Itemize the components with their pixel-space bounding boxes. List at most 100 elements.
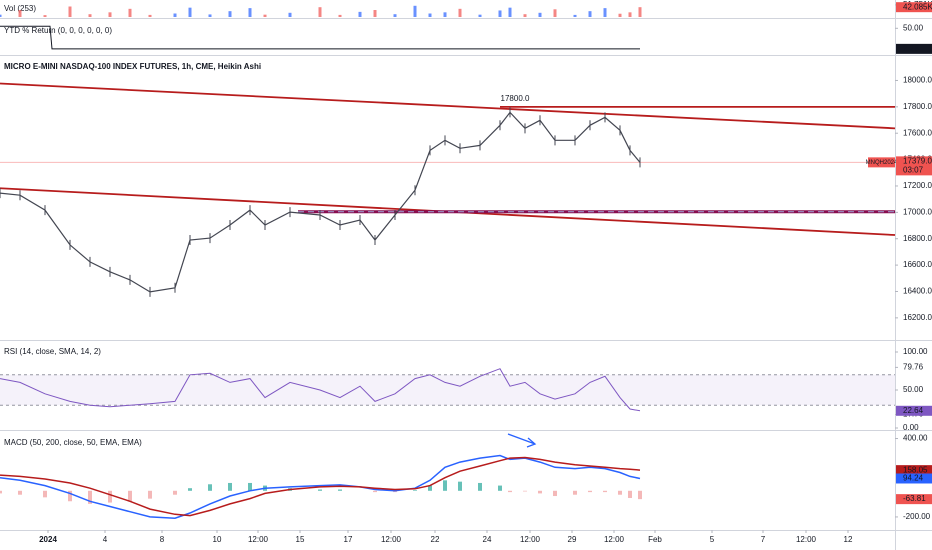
histogram-bar (628, 490, 632, 498)
histogram-bar (523, 490, 527, 492)
x-tick-label: 29 (568, 535, 577, 544)
y-tick-label: 16200.00 (903, 313, 932, 322)
volume-bar (413, 5, 417, 18)
histogram-bar (538, 490, 542, 494)
volume-bar (538, 12, 542, 17)
volume-bar (248, 8, 252, 17)
x-tick-label: 2024 (39, 535, 57, 544)
y-tick-label: 79.76 (903, 362, 924, 371)
y-tick-label: -200.00 (903, 512, 931, 521)
histogram-bar (638, 490, 642, 500)
volume-bar (88, 14, 92, 17)
histogram-bar (18, 490, 22, 495)
histogram-bar (173, 490, 177, 495)
y-tick-label: 18000.00 (903, 76, 932, 85)
histogram-bar (318, 489, 322, 491)
y-tick-label: 16600.00 (903, 260, 932, 269)
y-tick-label: 400.00 (903, 434, 928, 443)
volume-bar (263, 14, 267, 17)
pane-title: YTD % Return (0, 0, 0, 0, 0, 0) (4, 26, 112, 35)
y-tick-label: 17600.00 (903, 128, 932, 137)
price-line (0, 111, 641, 293)
volume-bar (18, 10, 22, 17)
volume-bar (373, 10, 377, 17)
y-tick-label: 50.00 (903, 385, 924, 394)
histogram-bar (68, 490, 72, 502)
x-tick-label: 7 (761, 535, 766, 544)
histogram-bar (618, 490, 622, 495)
annotation: 17800.0 (501, 94, 530, 103)
value-tag-label: 2.28 (903, 44, 919, 53)
symbol-label: MNQH2024 (866, 160, 898, 166)
value-tag-label: 158.05 (903, 465, 928, 474)
countdown: 03:07 (903, 165, 924, 174)
volume-bar (628, 12, 632, 17)
x-tick-label: 8 (160, 535, 165, 544)
histogram-bar (43, 490, 47, 498)
value-tag (896, 494, 932, 505)
histogram-bar (603, 490, 607, 493)
volume-bar (478, 14, 482, 17)
histogram-bar (413, 490, 417, 491)
y-tick-label: 16400.00 (903, 287, 932, 296)
histogram-bar (0, 490, 2, 494)
histogram-bar (588, 490, 592, 493)
x-tick-label: 12:00 (381, 535, 402, 544)
histogram-bar (498, 485, 502, 491)
x-tick-label: 4 (103, 535, 108, 544)
y-tick-label: 100.00 (903, 347, 928, 356)
volume-bar (128, 8, 132, 17)
volume-bar (588, 11, 592, 17)
x-tick-label: 15 (296, 535, 305, 544)
histogram-bar (228, 482, 232, 491)
histogram-bar (188, 488, 192, 491)
pane-title: RSI (14, close, SMA, 14, 2) (4, 347, 101, 356)
last-price-label: 17379.00 (903, 156, 932, 165)
y-tick-label: 50.00 (903, 23, 924, 32)
histogram-bar (148, 490, 152, 499)
volume-bar (553, 9, 557, 17)
volume-bar (188, 7, 192, 18)
pane-title: Vol (253) (4, 4, 36, 13)
histogram-bar (248, 482, 252, 491)
x-tick-label: 12:00 (520, 535, 541, 544)
volume-bar (358, 11, 362, 17)
last-price-tag (896, 156, 932, 176)
volume-bar (173, 13, 177, 17)
volume-bar (523, 14, 527, 17)
volume-bar (148, 14, 152, 17)
y-tick-label: 17800.00 (903, 102, 932, 111)
volume-bar (618, 13, 622, 17)
histogram-bar (428, 485, 432, 491)
histogram-bar (108, 490, 112, 503)
volume-bar (458, 8, 462, 17)
x-tick-label: 12:00 (248, 535, 269, 544)
histogram-bar (128, 490, 132, 502)
value-tag-label: 94.24 (903, 474, 924, 483)
x-tick-label: Feb (648, 535, 662, 544)
value-tag (896, 43, 932, 54)
volume-bar (573, 14, 577, 17)
volume-bar (428, 13, 432, 17)
value-tag (896, 473, 932, 484)
value-tag-label: 42.085K (903, 2, 932, 11)
histogram-bar (573, 490, 577, 495)
y-tick-label: 16800.00 (903, 234, 932, 243)
pane-title: MACD (50, 200, close, 50, EMA, EMA) (4, 438, 142, 447)
histogram-bar (458, 481, 462, 491)
histogram-bar (208, 484, 212, 491)
histogram-bar (88, 490, 92, 504)
x-tick-label: 12:00 (604, 535, 625, 544)
y-tick-label: 17000.00 (903, 207, 932, 216)
volume-bar (498, 10, 502, 17)
x-tick-label: 10 (213, 535, 222, 544)
x-tick-label: 24 (483, 535, 492, 544)
macd-line (0, 456, 641, 517)
drawn-arrow (507, 433, 537, 448)
volume-bar (603, 8, 607, 17)
value-tag-label: 22.64 (903, 406, 924, 415)
value-tag (896, 2, 932, 13)
